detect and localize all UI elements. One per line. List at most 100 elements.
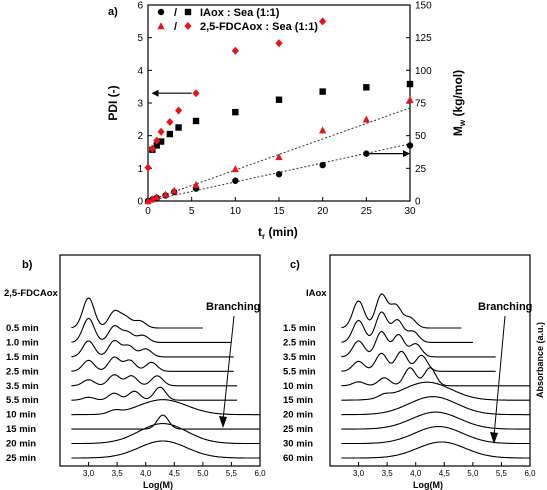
panel-b-trace (71, 317, 232, 343)
panel-a-ytick-right-label: 25 (415, 164, 427, 175)
panel-c-branching-arrow (493, 315, 506, 437)
panel-a-point-triangle (319, 126, 327, 134)
panel-a-ytick-right-label: 125 (415, 33, 432, 44)
panel-b-labels: 0.5 min 1.0 min 1.5 min 2.5 min 3.5 min 5.5 m… (6, 323, 39, 464)
panel-b-traces (71, 297, 261, 459)
panel-a-ytick-left-label: 1 (137, 164, 143, 175)
panel-a-point-square (319, 88, 326, 95)
panel-a-point-circle (363, 150, 370, 157)
panel-b-trace-label: 3.5 min (6, 381, 39, 392)
panel-c-trace-label: 5.5 min (283, 366, 316, 377)
panel-a-point-diamond (148, 144, 156, 153)
panel-a-ytick-left-label: 0 (137, 197, 143, 208)
panel-a-point-square (153, 142, 160, 149)
panel-a-ytick-right-label: 75 (415, 99, 427, 110)
panel-a-ytick-left-label: 2 (137, 131, 143, 142)
panel-c: c) 1.5 min 2.5 min 3.5 min 5.5 min 10 min 15 … (283, 254, 545, 490)
panel-a-points (144, 17, 414, 205)
panel-b-ticks: 3,0 3,5 4,0 4,5 5,0 5,5 6,0 (83, 462, 266, 478)
panel-b-trace (71, 399, 260, 416)
panel-a-point-diamond (157, 127, 165, 136)
panel-b-xtick-label: 3,5 (112, 469, 124, 478)
panel-c-xtick-label: 4,5 (439, 469, 451, 478)
panel-c-trace (341, 311, 473, 343)
panel-b-trace (71, 297, 203, 329)
panel-c-trace-label: 30 min (283, 439, 313, 450)
panel-a-ytick-right-label: 50 (415, 131, 427, 142)
panel-a-ytick-right-label: 150 (415, 1, 432, 12)
panel-b-xlabel: Log(M) (143, 480, 173, 490)
panel-c-traces (341, 293, 530, 459)
panel-c-xtick-label: 4,0 (410, 469, 422, 478)
panel-b-trace-label: 5.5 min (6, 395, 39, 406)
panel-b-trace (71, 374, 238, 387)
panel-a-point-circle (232, 177, 239, 184)
panel-c-ylabel: Absorbance (a.u.) (535, 322, 545, 398)
panel-b-trace (71, 339, 234, 358)
panel-b-frame (59, 254, 261, 467)
legend-marker-triangle (157, 22, 165, 30)
panel-c-xtick-label: 6,0 (524, 469, 536, 478)
panel-b-trace-label: 20 min (6, 439, 36, 450)
panel-a-point-diamond (275, 39, 283, 48)
panel-a-xtick-label: 30 (404, 206, 416, 217)
panel-c-trace (341, 411, 530, 430)
panel-a-point-diamond (174, 106, 183, 115)
panel-a-xlabel: tr (min) (258, 225, 298, 241)
panel-a-point-diamond (231, 46, 239, 55)
panel-a-ytick-left-label: 3 (137, 99, 143, 110)
panel-c-branching-arrowhead (490, 432, 498, 444)
legend-marker-circle (157, 8, 165, 16)
panel-b-trace-label: 0.5 min (6, 323, 39, 334)
panel-b-trace (71, 386, 238, 401)
legend-slash: / (174, 21, 177, 33)
panel-a-xtick-label: 0 (145, 206, 151, 217)
panel-a-point-square (157, 138, 165, 145)
panel-c-trace-label: 10 min (283, 381, 313, 392)
panel-a-point-square (232, 108, 239, 116)
panel-b-trace-label: 25 min (6, 453, 36, 464)
panel-a-point-triangle (153, 193, 161, 201)
panel-a-point-square (166, 130, 174, 138)
panel-c-trace (341, 331, 496, 358)
panel-b-trace-label: 10 min (6, 410, 36, 421)
panel-b-header: 2,5-FDCAox (4, 288, 59, 299)
panel-b-branching-arrow (222, 315, 235, 421)
panel-c-trace-label: 20 min (283, 410, 313, 421)
panel-a-legend: / IAox : Sea (1:1) / 2,5-FDCAox : Sea (1:1) (157, 7, 318, 33)
panel-c-letter: c) (290, 259, 300, 271)
panel-a-ylabel-left: PDI (-) (106, 85, 120, 120)
panel-c-xtick-label: 5,0 (467, 469, 479, 478)
panel-c-trace-label: 2.5 min (283, 337, 316, 348)
panel-a-point-triangle (170, 186, 178, 194)
panel-b-branching-label: Branching (206, 301, 260, 313)
panel-b-trace (71, 423, 261, 445)
panel-b-branching-arrowhead (219, 416, 227, 428)
panel-a-letter: a) (108, 6, 118, 18)
panel-a-trendlines (147, 107, 411, 202)
panel-a-point-diamond (144, 163, 152, 172)
panel-b-trace (71, 414, 260, 430)
panel-c-frame (329, 254, 531, 467)
panel-a-ytick-left-label: 4 (137, 66, 143, 77)
panel-b-letter: b) (22, 259, 33, 271)
panel-b: b) 0.5 min 1.0 min 1.5 min 2.5 min 3.5 min 5.… (4, 254, 266, 490)
panel-c-xlabel: Log(M) (413, 480, 443, 490)
panel-c-trace (341, 381, 530, 401)
panel-a-point-square (275, 96, 283, 103)
panel-a-ylabel-right: Mw (kg/mol) (451, 70, 467, 136)
panel-a-point-triangle (161, 190, 170, 198)
panel-b-xtick-label: 5,0 (197, 469, 209, 478)
panel-b-trace-label: 2.5 min (6, 366, 39, 377)
panel-b-trace-label: 1.0 min (6, 337, 39, 348)
panel-c-trace (341, 293, 462, 329)
panel-c-xtick-label: 3,5 (382, 469, 394, 478)
panel-b-trace (71, 440, 260, 459)
panel-c-branching-label: Branching (478, 301, 532, 313)
panel-a-point-diamond (166, 117, 174, 126)
panel-a-xtick-label: 20 (317, 206, 329, 217)
panel-a-ytick-left-label: 5 (137, 33, 143, 44)
panel-c-ticks: 3,0 3,5 4,0 4,5 5,0 5,5 6,0 (353, 462, 536, 478)
panel-b-xtick-label: 6,0 (254, 469, 266, 478)
